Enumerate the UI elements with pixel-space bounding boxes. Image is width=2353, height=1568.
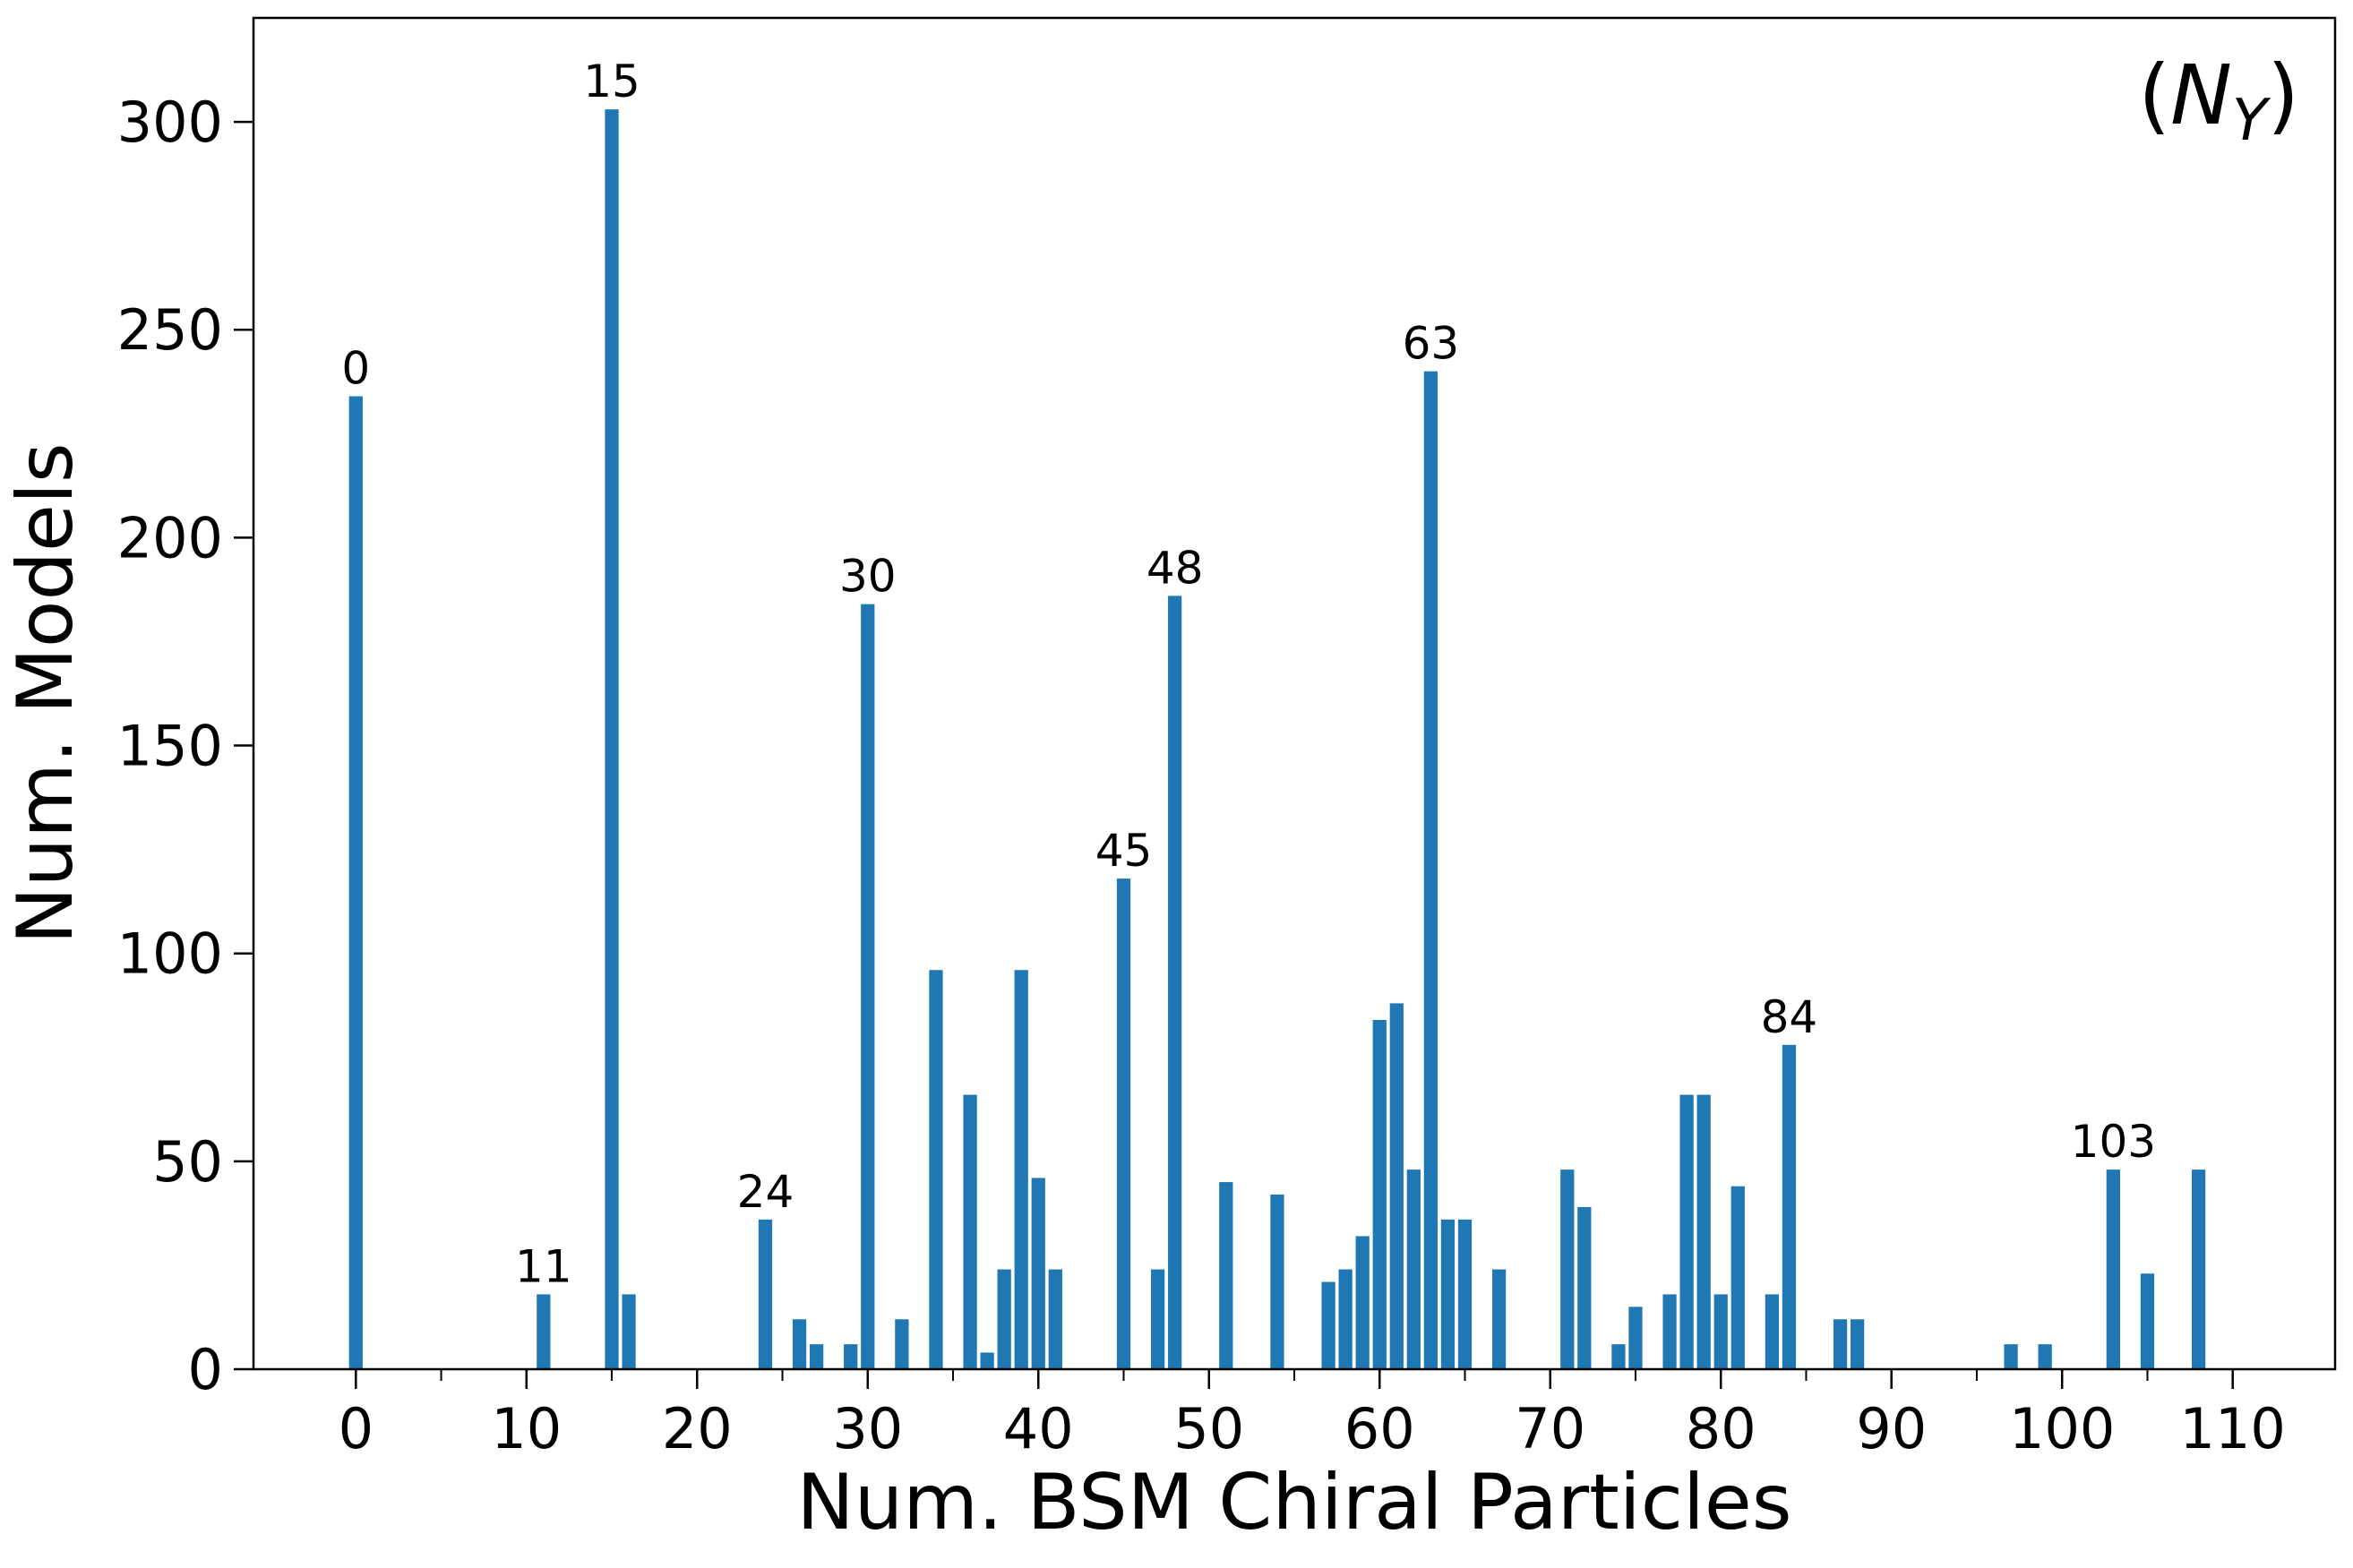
x-tick-label: 110 bbox=[2180, 1396, 2286, 1461]
y-tick-label: 100 bbox=[117, 921, 223, 987]
bar-29 bbox=[844, 1344, 858, 1369]
bar-11 bbox=[537, 1294, 551, 1369]
axis-ticks: 0 10 20 30 40 50 60 70 80 90 100 110050100150200250… bbox=[117, 90, 2286, 1461]
bar-48 bbox=[1168, 595, 1182, 1369]
bar-0 bbox=[348, 396, 363, 1369]
bar-81 bbox=[1730, 1186, 1745, 1369]
x-tick-label: 40 bbox=[1003, 1396, 1074, 1461]
bar-51 bbox=[1219, 1182, 1233, 1369]
panel-tag-open: ( bbox=[2138, 47, 2170, 143]
panel-tag-close: ) bbox=[2267, 47, 2299, 143]
bar-27 bbox=[810, 1344, 824, 1369]
bar-annotation-11: 11 bbox=[515, 1240, 572, 1292]
bar-annotations: 0 11 15 24 30 45 48 63 84 103 bbox=[341, 56, 2156, 1292]
bar-62 bbox=[1406, 1170, 1421, 1369]
x-tick-label: 100 bbox=[2009, 1396, 2115, 1461]
bar-annotation-45: 45 bbox=[1095, 825, 1153, 877]
x-tick-label: 80 bbox=[1686, 1396, 1756, 1461]
y-tick-label: 300 bbox=[117, 90, 223, 155]
bar-80 bbox=[1713, 1294, 1728, 1369]
bar-83 bbox=[1765, 1294, 1779, 1369]
bar-54 bbox=[1270, 1194, 1284, 1369]
bar-74 bbox=[1611, 1344, 1626, 1369]
bar-57 bbox=[1321, 1281, 1335, 1369]
bar-65 bbox=[1457, 1219, 1473, 1369]
bar-34 bbox=[929, 970, 943, 1369]
bars-layer bbox=[348, 109, 2206, 1369]
bar-99 bbox=[2038, 1344, 2052, 1369]
bar-88 bbox=[1851, 1319, 1865, 1369]
y-tick-label: 150 bbox=[117, 714, 223, 779]
x-tick-label: 50 bbox=[1173, 1396, 1244, 1461]
bar-63 bbox=[1423, 371, 1438, 1369]
plot-frame bbox=[252, 16, 2337, 1371]
bar-60 bbox=[1372, 1019, 1387, 1369]
bar-75 bbox=[1628, 1307, 1643, 1369]
x-axis-title: Num. BSM Chiral Particles bbox=[796, 1458, 1791, 1547]
x-tick-label: 70 bbox=[1515, 1396, 1585, 1461]
bar-59 bbox=[1355, 1236, 1370, 1369]
bar-40 bbox=[1031, 1178, 1045, 1369]
x-tick-label: 90 bbox=[1856, 1396, 1927, 1461]
y-tick-label: 50 bbox=[152, 1129, 223, 1195]
bar-37 bbox=[980, 1352, 994, 1369]
x-tick-label: 20 bbox=[662, 1396, 733, 1461]
bar-39 bbox=[1014, 970, 1028, 1369]
bar-58 bbox=[1338, 1269, 1353, 1369]
bar-77 bbox=[1662, 1294, 1677, 1369]
bar-67 bbox=[1491, 1269, 1507, 1369]
y-tick-label: 0 bbox=[188, 1337, 223, 1402]
bar-61 bbox=[1389, 1003, 1404, 1369]
bar-41 bbox=[1048, 1269, 1062, 1369]
bar-45 bbox=[1116, 878, 1131, 1369]
x-tick-label: 60 bbox=[1344, 1396, 1415, 1461]
bar-103 bbox=[2106, 1170, 2120, 1369]
bar-annotation-103: 103 bbox=[2071, 1116, 2156, 1168]
bar-97 bbox=[2004, 1344, 2018, 1369]
y-tick-label: 250 bbox=[117, 297, 223, 363]
panel-tag-symbol: N bbox=[2170, 47, 2232, 143]
bar-annotation-30: 30 bbox=[839, 551, 897, 603]
bar-38 bbox=[997, 1269, 1011, 1369]
bar-87 bbox=[1833, 1319, 1848, 1369]
bar-32 bbox=[895, 1319, 909, 1369]
bar-79 bbox=[1696, 1094, 1711, 1369]
bar-78 bbox=[1679, 1094, 1694, 1369]
bar-108 bbox=[2191, 1170, 2206, 1369]
y-tick-label: 200 bbox=[117, 505, 223, 570]
panel-tag: (NY) bbox=[2138, 47, 2299, 154]
bar-72 bbox=[1577, 1206, 1592, 1369]
y-axis-title: Num. Models bbox=[1, 442, 90, 944]
bar-annotation-84: 84 bbox=[1761, 991, 1818, 1043]
x-tick-label: 10 bbox=[491, 1396, 562, 1461]
bar-30 bbox=[861, 604, 875, 1369]
bar-annotation-15: 15 bbox=[583, 56, 640, 107]
bar-annotation-0: 0 bbox=[341, 343, 370, 395]
bar-16 bbox=[622, 1294, 636, 1369]
bar-64 bbox=[1440, 1219, 1456, 1369]
x-tick-label: 30 bbox=[832, 1396, 903, 1461]
bar-annotation-48: 48 bbox=[1146, 542, 1204, 594]
bar-annotation-24: 24 bbox=[737, 1166, 794, 1218]
bar-71 bbox=[1560, 1170, 1575, 1369]
x-tick-label: 0 bbox=[339, 1396, 374, 1461]
bar-84 bbox=[1782, 1044, 1797, 1369]
bar-47 bbox=[1150, 1269, 1165, 1369]
bar-36 bbox=[963, 1094, 977, 1369]
bar-105 bbox=[2140, 1273, 2155, 1369]
bar-26 bbox=[792, 1319, 807, 1369]
bar-15 bbox=[605, 109, 619, 1369]
panel-tag-subscript: Y bbox=[2232, 88, 2271, 154]
bar-24 bbox=[758, 1219, 773, 1369]
bar-annotation-63: 63 bbox=[1403, 318, 1460, 370]
